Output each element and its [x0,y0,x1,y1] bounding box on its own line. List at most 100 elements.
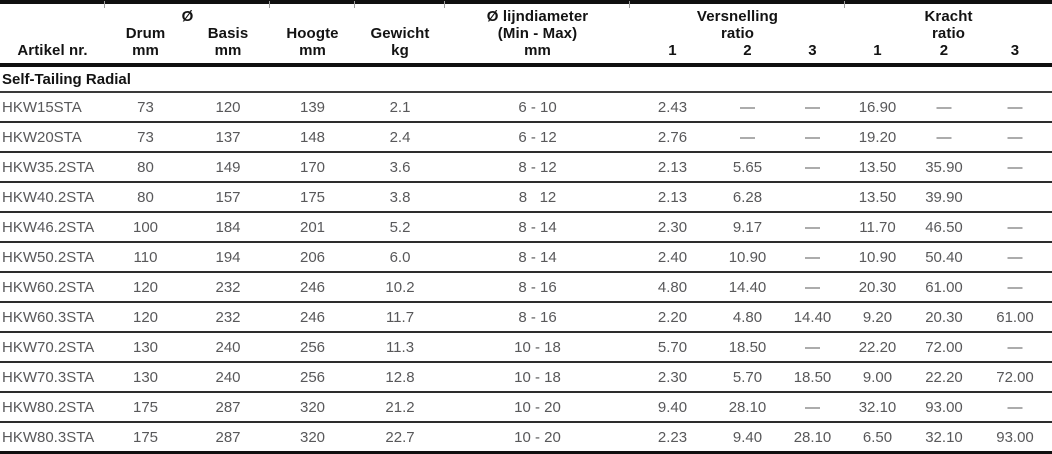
value-cell: 11.3 [355,332,445,363]
value-cell: 10.90 [715,242,780,273]
value-cell: 72.00 [910,332,978,363]
value-cell: 5.2 [355,212,445,243]
gear-ratio-group-header: Versnelling [629,0,845,25]
header-row-labels: Drum Basis Hoogte Gewicht (Min - Max) ra… [0,25,1052,42]
value-cell: 61.00 [910,272,978,303]
value-cell: 9.20 [845,302,910,333]
value-cell: 2.30 [630,212,715,243]
value-cell: 10.90 [845,242,910,273]
value-cell: 2.4 [355,122,445,153]
table-row: HKW46.2STA 100 184 201 5.2 8 - 14 2.30 9.17—11.… [0,212,1052,243]
value-cell: — [978,152,1052,183]
value-cell: 246 [270,272,355,303]
value-cell: 287 [186,392,270,423]
value-cell: — [978,242,1052,273]
value-cell [780,182,845,213]
value-cell: 4.80 [715,302,780,333]
value-cell: — [978,332,1052,363]
value-cell: 148 [270,122,355,153]
value-cell: 6.50 [845,422,910,453]
value-cell: 19.20 [845,122,910,153]
header-row-units: Artikel nr. mm mm mm kg mm 1 2 3 1 2 3 [0,42,1052,67]
value-cell: — [715,122,780,153]
value-cell: 9.17 [715,212,780,243]
value-cell: 61.00 [978,302,1052,333]
value-cell: 139 [270,92,355,123]
value-cell: 2.13 [630,182,715,213]
value-cell: — [780,152,845,183]
value-cell: — [780,272,845,303]
value-cell: 137 [186,122,270,153]
value-cell: — [978,92,1052,123]
value-cell [978,182,1052,213]
value-cell: 32.10 [910,422,978,453]
weight-unit: kg [355,42,445,67]
value-cell: 32.10 [845,392,910,423]
value-cell: — [780,392,845,423]
value-cell: 13.50 [845,182,910,213]
value-cell: 73 [105,122,186,153]
value-cell: — [910,92,978,123]
article-number-cell: HKW40.2STA [0,182,105,213]
value-cell: 8 12 [445,182,630,213]
diameter-group-header: Ø [104,0,270,25]
value-cell: 10.2 [355,272,445,303]
article-number-cell: HKW46.2STA [0,212,105,243]
table-row: HKW20STA 73 137 148 2.4 6 - 12 2.76— —19.20— — [0,122,1052,153]
power-ratio-group-header: Kracht [843,0,1052,25]
value-cell: 5.70 [630,332,715,363]
article-number-cell: HKW80.3STA [2,428,95,446]
power-col-1: 1 [845,42,910,67]
section-body: Self-Tailing Radial [0,65,1052,93]
value-cell: — [780,92,845,123]
value-cell: 28.10 [715,392,780,423]
value-cell: 8 - 16 [445,272,630,303]
value-cell: 110 [105,242,186,273]
line-diameter-subheader: (Min - Max) [497,25,578,42]
value-cell: 73 [105,92,186,123]
value-cell: 4.80 [630,272,715,303]
value-cell: 175 [105,422,186,453]
gear-col-3: 3 [780,42,845,67]
value-cell: 157 [186,182,270,213]
value-cell: 28.10 [780,422,845,453]
value-cell: 9.00 [845,362,910,393]
article-number-cell: HKW80.2STA [0,392,105,423]
value-cell: 39.90 [910,182,978,213]
value-cell: 11.7 [355,302,445,333]
value-cell: 21.2 [355,392,445,423]
value-cell: 240 [186,332,270,363]
value-cell: 2.76 [630,122,715,153]
value-cell: — [978,122,1052,153]
article-number-cell: HKW20STA [0,122,105,153]
value-cell: 8 - 14 [445,242,630,273]
value-cell: — [978,212,1052,243]
header-row-groups: Ø Ø lijndiameter Versnelling Kracht [0,0,1052,25]
table-row: HKW80.3STA 175 287 320 22.7 10 - 20 2.23 9.40 28… [0,422,1052,453]
value-cell: 320 [270,422,355,453]
table-row: HKW50.2STA 110 194 206 6.0 8 - 14 2.40 10.90—10… [0,242,1052,273]
value-cell: 240 [186,362,270,393]
value-cell: 6 - 12 [445,122,630,153]
height-header: Hoogte [286,25,339,42]
value-cell: 184 [186,212,270,243]
table-row: HKW70.2STA 130 240 256 11.3 10 - 18 5.70 18.50—… [0,332,1052,363]
value-cell: 201 [270,212,355,243]
value-cell: 100 [105,212,186,243]
article-number-header: Artikel nr. [0,42,105,67]
article-number-cell: HKW60.3STA [0,302,105,333]
value-cell: 246 [270,302,355,333]
value-cell: 16.90 [845,92,910,123]
value-cell: 3.6 [355,152,445,183]
base-header: Basis [207,25,249,42]
value-cell: 2.13 [630,152,715,183]
value-cell: 9.40 [630,392,715,423]
value-cell: 9.40 [715,422,780,453]
value-cell: 232 [186,302,270,333]
value-cell: 80 [105,152,186,183]
value-cell: — [780,122,845,153]
gear-col-2: 2 [715,42,780,67]
section-row: Self-Tailing Radial [0,65,1052,93]
value-cell: 22.20 [910,362,978,393]
value-cell: — [780,212,845,243]
